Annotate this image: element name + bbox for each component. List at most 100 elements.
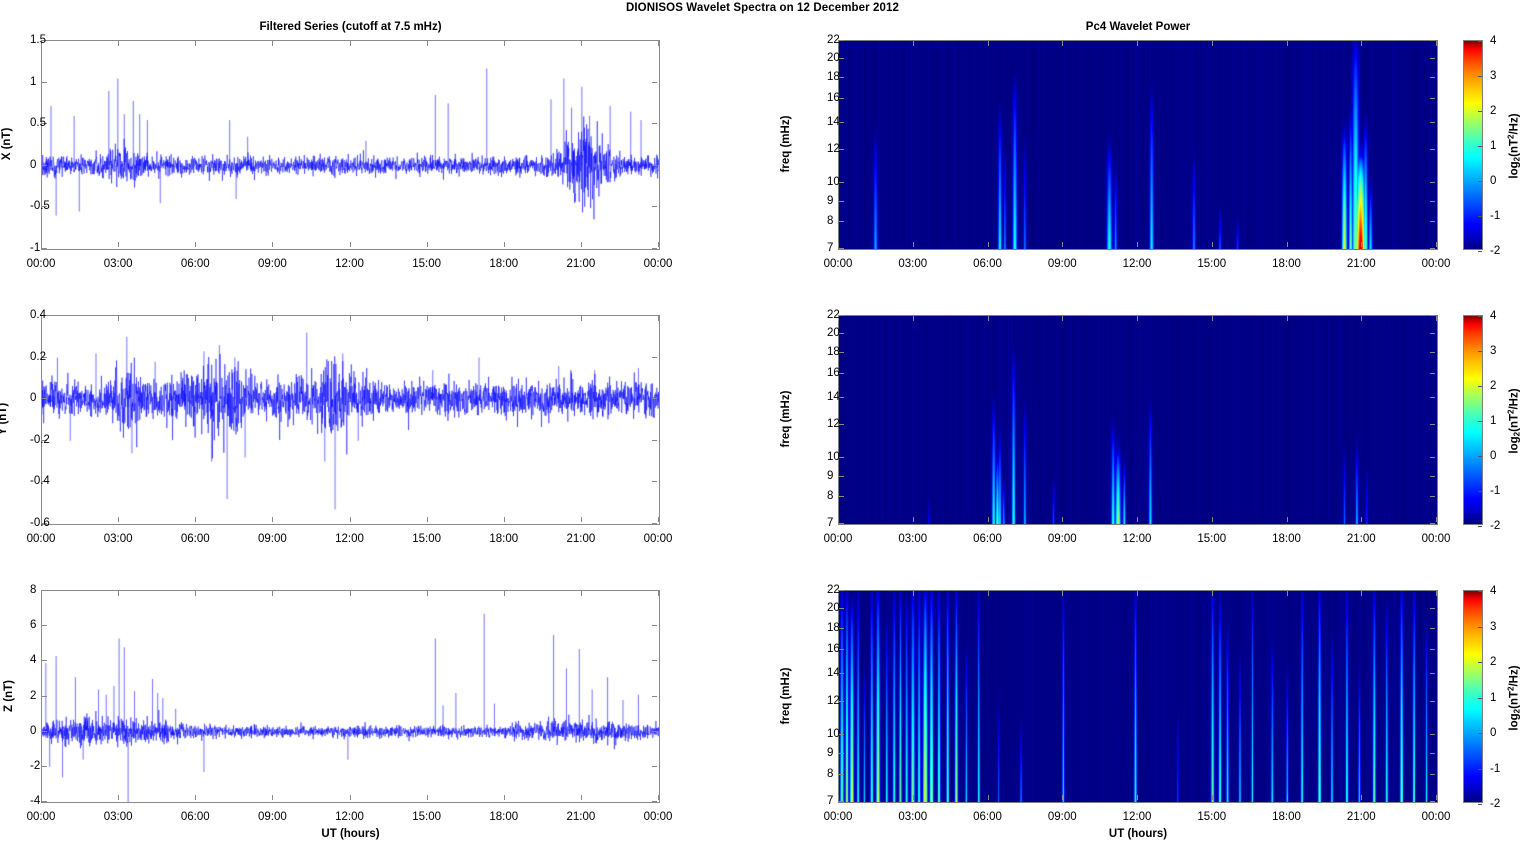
colorbar-tick-label: -1 — [1490, 762, 1501, 775]
y-tickmark — [42, 523, 47, 524]
x-tickmark — [426, 316, 428, 321]
colorbar-tick-label: -2 — [1490, 245, 1501, 257]
x-tickmark — [272, 41, 274, 46]
y-tick-label: 8 — [827, 490, 834, 503]
x-tick-label: 15:00 — [1197, 533, 1227, 545]
y-tick-label: 0 — [30, 158, 37, 171]
x-tick-label: 18:00 — [489, 811, 519, 823]
x-tickmark — [426, 242, 428, 247]
x-tickmark — [1062, 517, 1064, 522]
y-tick-label: 0.2 — [30, 350, 46, 363]
figure-title: DIONISOS Wavelet Spectra on 12 December … — [625, 2, 900, 14]
colorbar-tick-label: 1 — [1490, 415, 1497, 427]
x-tickmark — [349, 41, 351, 46]
x-tickmark — [272, 517, 274, 522]
x-tickmark — [1137, 517, 1138, 522]
y-tick-label: 7 — [827, 242, 834, 254]
x-tick-label: 18:00 — [1272, 533, 1301, 545]
colorbar-gradient-x — [1464, 41, 1482, 249]
y-tickmark — [1430, 149, 1435, 151]
y-tickmark — [1430, 496, 1435, 498]
x-tickmark — [426, 41, 428, 46]
x-tickmark — [1062, 795, 1064, 800]
y-tickmark — [42, 356, 47, 358]
y-tickmark — [1430, 700, 1435, 702]
y-axis-label: Z (nT) — [3, 679, 15, 712]
x-tick-label: 03:00 — [103, 811, 133, 823]
y-tickmark — [652, 40, 657, 41]
y-tickmark — [42, 398, 47, 400]
y-tick-label: 22 — [827, 309, 840, 321]
y-tickmark — [652, 164, 657, 166]
axes-series-y — [41, 315, 660, 525]
y-tick-label: 18 — [827, 71, 840, 84]
x-tickmark — [1137, 242, 1138, 247]
y-tickmark — [1430, 627, 1435, 629]
y-tickmark — [1430, 122, 1435, 124]
x-tick-label: 15:00 — [1197, 811, 1227, 823]
colorbar-tickmark — [1478, 526, 1482, 527]
y-tickmark — [839, 248, 844, 249]
right-column-title: Pc4 Wavelet Power — [1085, 21, 1191, 33]
x-tickmark — [838, 591, 839, 596]
x-tick-label: 12:00 — [335, 811, 364, 823]
y-tickmark — [1430, 352, 1435, 354]
y-tick-label: 2 — [30, 689, 37, 702]
y-tick-label: 16 — [827, 643, 840, 656]
y-tickmark — [652, 206, 657, 208]
x-tickmark — [1436, 41, 1437, 46]
x-tick-label: 21:00 — [566, 811, 596, 823]
x-tickmark — [1436, 316, 1437, 321]
y-tickmark — [1430, 373, 1435, 375]
x-tickmark — [41, 795, 42, 800]
colorbar-tick-label: -2 — [1490, 798, 1501, 810]
x-tickmark — [1137, 795, 1138, 800]
x-tick-label: 00:00 — [823, 533, 853, 545]
y-tick-label: 7 — [827, 795, 834, 807]
colorbar-tick-label: 3 — [1490, 345, 1497, 357]
colorbar-axis-label: log2(nT2/Hz) — [1506, 113, 1522, 179]
y-tickmark — [42, 439, 47, 441]
y-tick-label: 20 — [827, 51, 840, 64]
y-tick-label: 14 — [827, 667, 840, 680]
colorbar-tickmark — [1478, 768, 1482, 770]
axes-spec-y — [838, 315, 1438, 525]
colorbar-tickmark — [1478, 76, 1482, 77]
y-tickmark — [839, 496, 844, 498]
y-tickmark — [42, 40, 47, 41]
x-tick-label: 00:00 — [643, 533, 673, 545]
x-tick-label: 09:00 — [1047, 258, 1077, 270]
x-tickmark — [1286, 41, 1288, 46]
x-tick-label: 12:00 — [1122, 258, 1152, 270]
y-tickmark — [1430, 221, 1435, 223]
y-tick-label: -0.5 — [30, 200, 50, 213]
y-tickmark — [839, 733, 844, 735]
y-tickmark — [1430, 98, 1435, 100]
x-tickmark — [1361, 316, 1363, 321]
y-tickmark — [839, 673, 844, 675]
y-tickmark — [1430, 456, 1435, 458]
x-tickmark — [987, 41, 989, 46]
y-tickmark — [42, 695, 47, 697]
x-tickmark — [41, 316, 42, 321]
y-tickmark — [652, 315, 657, 316]
x-tickmark — [1286, 242, 1288, 247]
x-tickmark — [426, 517, 428, 522]
y-tickmark — [1430, 733, 1435, 735]
x-tick-label: 15:00 — [412, 811, 442, 823]
x-tick-label: 06:00 — [973, 533, 1002, 545]
y-tick-label: 16 — [827, 92, 840, 105]
x-tickmark — [838, 41, 839, 46]
y-tick-label: 0.4 — [30, 309, 46, 321]
colorbar-tickmark — [1478, 421, 1482, 422]
x-tickmark — [580, 795, 582, 800]
x-tickmark — [1361, 517, 1363, 522]
x-tickmark — [41, 242, 42, 247]
x-tickmark — [349, 316, 351, 321]
colorbar-tickmark — [1478, 733, 1482, 734]
y-tickmark — [42, 315, 47, 316]
y-tickmark — [839, 332, 844, 334]
colorbar-tick-label: 2 — [1490, 105, 1497, 117]
x-tick-label: 00:00 — [1421, 258, 1451, 270]
